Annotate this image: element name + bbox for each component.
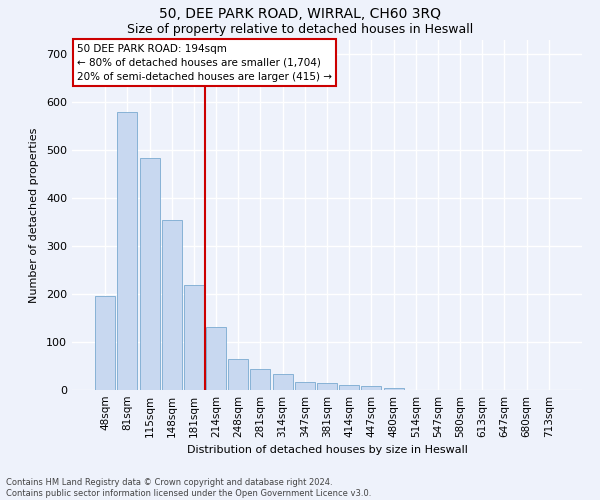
Text: 50, DEE PARK ROAD, WIRRAL, CH60 3RQ: 50, DEE PARK ROAD, WIRRAL, CH60 3RQ xyxy=(159,8,441,22)
Text: Size of property relative to detached houses in Heswall: Size of property relative to detached ho… xyxy=(127,22,473,36)
X-axis label: Distribution of detached houses by size in Heswall: Distribution of detached houses by size … xyxy=(187,446,467,456)
Text: 50 DEE PARK ROAD: 194sqm
← 80% of detached houses are smaller (1,704)
20% of sem: 50 DEE PARK ROAD: 194sqm ← 80% of detach… xyxy=(77,44,332,82)
Bar xyxy=(361,386,382,390)
Bar xyxy=(383,388,404,390)
Bar xyxy=(250,369,271,390)
Y-axis label: Number of detached properties: Number of detached properties xyxy=(29,128,39,302)
Bar xyxy=(295,382,315,390)
Bar xyxy=(206,326,226,390)
Bar xyxy=(184,285,204,390)
Bar xyxy=(272,374,293,390)
Bar xyxy=(118,112,137,390)
Bar xyxy=(95,296,115,390)
Text: Contains HM Land Registry data © Crown copyright and database right 2024.
Contai: Contains HM Land Registry data © Crown c… xyxy=(6,478,371,498)
Bar xyxy=(317,383,337,390)
Bar xyxy=(140,158,160,390)
Bar xyxy=(228,360,248,390)
Bar xyxy=(339,385,359,390)
Bar xyxy=(162,220,182,390)
